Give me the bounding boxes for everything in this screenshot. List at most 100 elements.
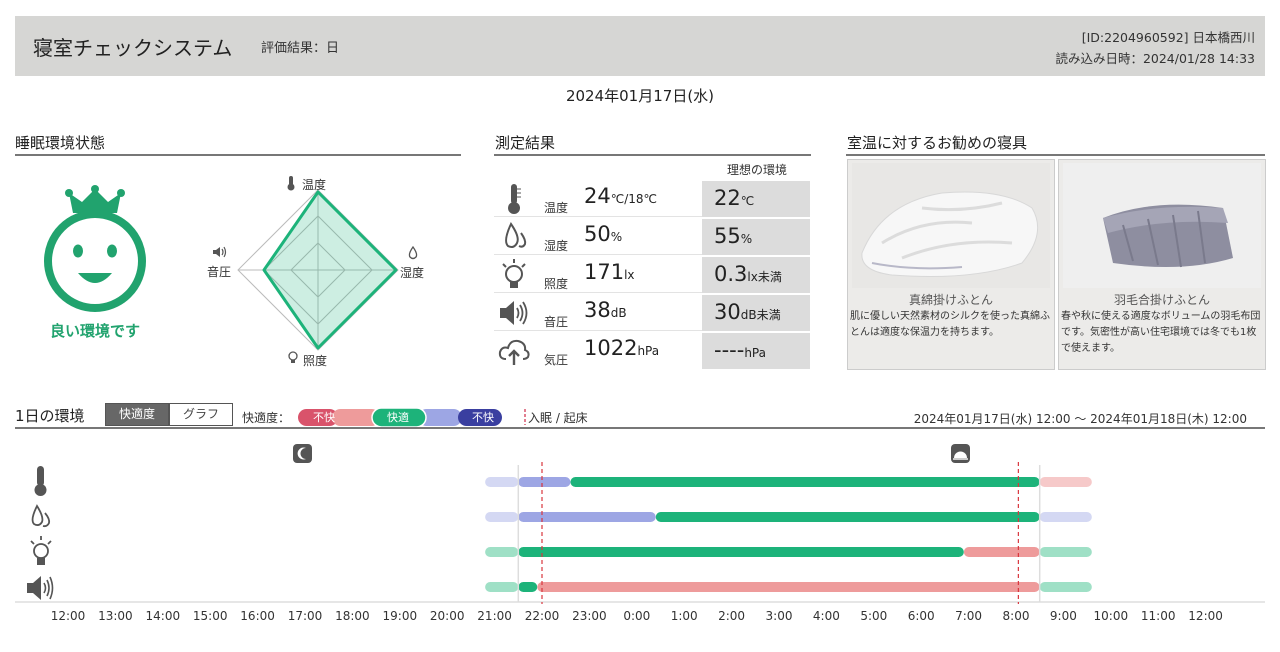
id-line: [ID:2204960592] 日本橋西川 — [1081, 30, 1255, 45]
ideal-cell: 0.3lx未満 — [702, 257, 810, 293]
legend-good: 快適 — [387, 410, 409, 424]
section-title-bedding: 室温に対するお勧めの寝具 — [847, 134, 1028, 152]
hour-label: 3:00 — [766, 609, 793, 623]
comfort-segment — [485, 547, 519, 557]
section-rule — [846, 154, 1265, 156]
timeline-bars — [485, 477, 1092, 592]
humidity-small-icon — [408, 246, 418, 260]
measure-row-temp: 温度 24℃/18℃ 22℃ — [494, 180, 810, 217]
section-rule — [15, 427, 1265, 429]
bedding-card[interactable]: 真綿掛けふとん 肌に優しい天然素材のシルクを使った真綿ふとんは適度な保温力を持ち… — [847, 159, 1055, 370]
ideal-cell: ----hPa — [702, 333, 810, 369]
section-title-measurement: 測定結果 — [495, 134, 556, 152]
hour-label: 18:00 — [335, 609, 370, 623]
comfort-segment — [518, 477, 571, 487]
section-title-sleep-state: 睡眠環境状態 — [15, 134, 106, 152]
smiley-crown-icon — [44, 185, 146, 312]
comfort-segment — [518, 582, 538, 592]
timeline-humidity-icon — [31, 504, 51, 528]
comfort-segment — [1039, 477, 1092, 487]
bedding-desc: 肌に優しい天然素材のシルクを使った真綿ふとんは適度な保温力を持ちます。 — [850, 311, 1050, 338]
section-rule — [494, 154, 811, 156]
hour-label: 9:00 — [1050, 609, 1077, 623]
time-range: 2024年01月17日(水) 12:00 〜 2024年01月18日(木) 12… — [913, 412, 1247, 426]
humidity-drop-icon — [505, 222, 527, 248]
hour-label: 15:00 — [193, 609, 228, 623]
load-datetime: 読み込み日時：2024/01/28 14:33 — [1055, 51, 1255, 66]
timeline-speaker-icon — [27, 576, 54, 600]
radar-label-humidity: 湿度 — [400, 266, 425, 280]
down-futon-image — [1063, 163, 1261, 288]
speaker-small-icon — [213, 246, 227, 258]
comfort-segment — [518, 547, 964, 557]
wakeup-sun-icon — [951, 444, 970, 463]
comfort-segment — [570, 477, 1040, 487]
hour-label: 6:00 — [908, 609, 935, 623]
hour-label: 10:00 — [1094, 609, 1129, 623]
comfort-segment — [655, 512, 1040, 522]
hour-label: 2:00 — [718, 609, 745, 623]
hour-label: 23:00 — [572, 609, 607, 623]
comfort-segment — [537, 582, 1040, 592]
radar-label-temp: 温度 — [302, 178, 327, 192]
hour-label: 12:00 — [51, 609, 86, 623]
hour-label: 20:00 — [430, 609, 465, 623]
comfort-segment — [485, 512, 519, 522]
measure-value: 24℃/18℃ — [584, 184, 657, 208]
day-timeline-chart: 12:00 13:00 14:00 15:00 16:00 17:00 18:00 19:00… — [15, 444, 1265, 623]
bedding-card[interactable]: 羽毛合掛けふとん 春や秋に使える適度なボリュームの羽毛布団です。気密性が高い住宅… — [1058, 159, 1266, 370]
legend-bad-right: 不快 — [472, 411, 494, 424]
evaluation-result: 評価結果：日 — [261, 41, 340, 56]
hour-label: 21:00 — [477, 609, 512, 623]
measure-name: 温度 — [544, 201, 569, 215]
bedtime-moon-icon — [293, 444, 312, 463]
hour-label: 0:00 — [623, 609, 650, 623]
hour-label: 1:00 — [671, 609, 698, 623]
comfort-segment — [1039, 582, 1092, 592]
hour-label: 4:00 — [813, 609, 840, 623]
measure-value: 38dB — [584, 298, 627, 322]
hour-label: 19:00 — [383, 609, 418, 623]
comfort-segment — [1039, 512, 1092, 522]
comfort-segment — [1039, 547, 1092, 557]
radar-label-sound: 音圧 — [207, 265, 232, 279]
silk-futon-image — [852, 163, 1050, 288]
timeline-thermometer-icon — [34, 466, 47, 496]
hour-label: 16:00 — [240, 609, 275, 623]
header-bar: 寝室チェックシステム 評価結果：日 [ID:2204960592] 日本橋西川 … — [15, 16, 1265, 76]
radar-label-light: 照度 — [303, 354, 328, 368]
speaker-icon — [500, 301, 528, 325]
comfort-segment — [963, 547, 1040, 557]
bedding-name: 羽毛合掛けふとん — [1113, 293, 1210, 307]
hour-label: 5:00 — [860, 609, 887, 623]
measure-row-pressure: 気圧 1022hPa ----hPa — [494, 332, 810, 369]
measure-name: 照度 — [544, 277, 569, 291]
comfort-legend-bar: 不快 快適 不快 — [298, 408, 502, 427]
measure-name: 湿度 — [544, 239, 569, 253]
tab-comfort[interactable]: 快適度 — [105, 403, 169, 426]
section-title-day-env: 1日の環境 — [15, 407, 85, 425]
hour-label: 17:00 — [288, 609, 323, 623]
hour-label: 11:00 — [1141, 609, 1176, 623]
light-small-icon — [288, 351, 298, 363]
legend-bad-left: 不快 — [313, 411, 335, 424]
hour-label: 7:00 — [955, 609, 982, 623]
measure-row-light: 照度 171lx 0.3lx未満 — [494, 256, 810, 293]
measure-row-humidity: 湿度 50% 55% — [494, 218, 810, 255]
hour-label: 12:00 — [1188, 609, 1223, 623]
timeline-hour-labels: 12:00 13:00 14:00 15:00 16:00 17:00 18:00 19:00… — [51, 609, 1223, 623]
measure-value: 50% — [584, 222, 623, 246]
cloud-pressure-icon — [498, 339, 530, 365]
sleep-markers — [517, 462, 1041, 604]
tab-graph[interactable]: グラフ — [169, 403, 233, 426]
measure-name: 音圧 — [544, 315, 569, 329]
sleep-marker-legend — [524, 409, 526, 425]
ideal-cell: 22℃ — [702, 181, 810, 217]
section-rule — [15, 154, 461, 156]
comfort-segment — [485, 477, 519, 487]
ideal-cell: 55% — [702, 219, 810, 255]
bedding-name: 真綿掛けふとん — [908, 293, 993, 307]
report-date: 2024年01月17日(水) — [565, 87, 715, 105]
hour-label: 13:00 — [98, 609, 133, 623]
app-title: 寝室チェックシステム — [33, 36, 233, 60]
